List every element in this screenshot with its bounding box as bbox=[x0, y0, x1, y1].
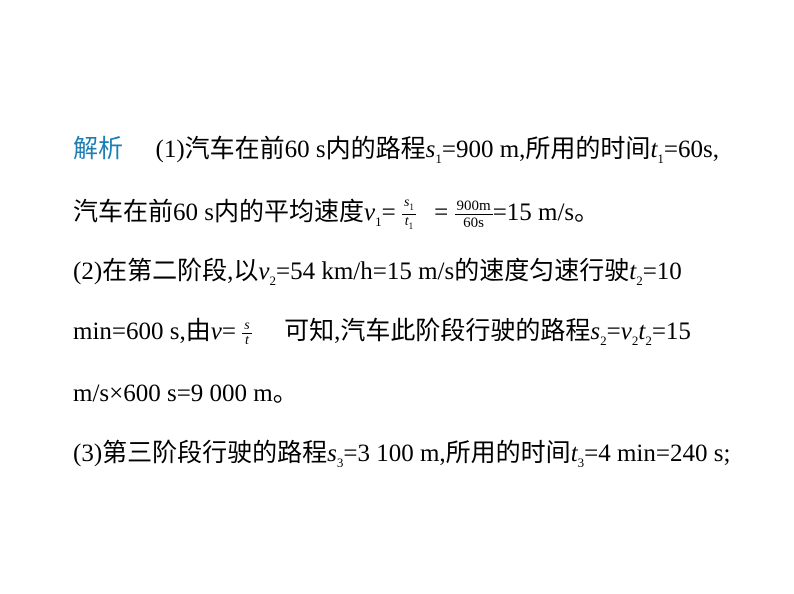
frac-s-t: s t bbox=[242, 319, 251, 348]
l4-tail: =15 bbox=[652, 318, 691, 345]
p1-eq1: =900 m,所用的时间 bbox=[442, 136, 651, 163]
p2-tail: =10 bbox=[643, 258, 682, 285]
l4-b: 可知,汽车此阶段行驶的路程 bbox=[284, 318, 590, 345]
p1-pre: (1)汽车在前60 s内的路程 bbox=[156, 136, 426, 163]
frac-s1-t1: s1 t1 bbox=[402, 196, 416, 233]
l2-eq2: = bbox=[434, 199, 448, 226]
line-6: (3)第三阶段行驶的路程s3=3 100 m,所用的时间t3=4 min=240… bbox=[73, 441, 730, 469]
line-1: 解析 (1)汽车在前60 s内的路程s1=900 m,所用的时间t1=60s, bbox=[73, 137, 719, 165]
l4-v: v bbox=[211, 318, 222, 345]
solution-label: 解析 bbox=[73, 136, 123, 163]
p1-s: s bbox=[426, 136, 436, 163]
frac-900-60: 900m 60s bbox=[455, 198, 493, 231]
l2-eq1: = bbox=[382, 199, 396, 226]
p3-t: t bbox=[571, 440, 578, 467]
p2-v: v bbox=[258, 258, 269, 285]
p3-mid: =3 100 m,所用的时间 bbox=[343, 440, 570, 467]
solution-page: 解析 (1)汽车在前60 s内的路程s1=900 m,所用的时间t1=60s, … bbox=[0, 0, 794, 594]
l4-s: s bbox=[590, 318, 600, 345]
p3-s: s bbox=[327, 440, 337, 467]
l2-v: v bbox=[364, 199, 375, 226]
line-5: m/s×600 s=9 000 m。 bbox=[73, 381, 298, 406]
line-3: (2)在第二阶段,以v2=54 km/h=15 m/s的速度匀速行驶t2=10 bbox=[73, 259, 682, 287]
line-2: 汽车在前60 s内的平均速度v1= s1 t1 = 900m 60s =15 m… bbox=[73, 196, 599, 233]
p1-eq2: =60s, bbox=[664, 136, 719, 163]
l4-eq: = bbox=[222, 318, 236, 345]
l2-tail: =15 m/s。 bbox=[493, 199, 599, 226]
p3-tail: =4 min=240 s; bbox=[584, 440, 730, 467]
p3-a: (3)第三阶段行驶的路程 bbox=[73, 440, 327, 467]
l4-a: min=600 s,由 bbox=[73, 318, 211, 345]
p2-mid: =54 km/h=15 m/s的速度匀速行驶 bbox=[276, 258, 629, 285]
l4-v2: v bbox=[621, 318, 632, 345]
l5-text: m/s×600 s=9 000 m。 bbox=[73, 380, 298, 407]
line-4: min=600 s,由v= s t 可知,汽车此阶段行驶的路程s2=v2t2=1… bbox=[73, 319, 691, 348]
l4-eq2: = bbox=[607, 318, 621, 345]
p2-a: (2)在第二阶段,以 bbox=[73, 258, 258, 285]
l2-text: 汽车在前60 s内的平均速度 bbox=[73, 199, 364, 226]
